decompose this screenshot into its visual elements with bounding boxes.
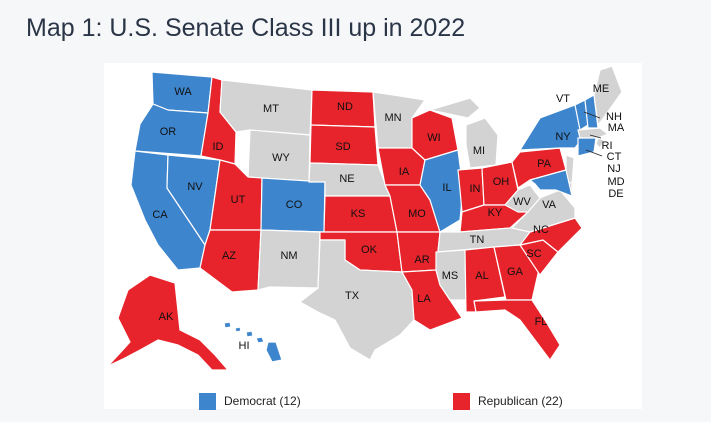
state-label-az: AZ (222, 250, 236, 262)
state-hi (223, 321, 283, 363)
legend-democrat: Democrat (12) (199, 392, 301, 410)
state-md (529, 169, 573, 197)
state-label-nd: ND (337, 101, 353, 113)
state-tx (299, 239, 415, 361)
state-label-ut: UT (231, 194, 246, 206)
state-label-nv: NV (187, 181, 203, 193)
state-label-ga: GA (507, 266, 524, 278)
state-label-mt: MT (263, 103, 279, 115)
state-label-nh: NH (606, 111, 622, 123)
state-label-hi: HI (239, 340, 250, 352)
state-label-ks: KS (351, 208, 366, 220)
state-label-mn: MN (384, 112, 401, 124)
state-label-md: MD (607, 176, 624, 188)
state-label-nc: NC (533, 224, 549, 236)
state-label-tn: TN (470, 234, 485, 246)
state-ct (577, 137, 597, 157)
state-ri (595, 137, 605, 149)
state-label-va: VA (542, 199, 557, 211)
state-label-wi: WI (427, 132, 440, 144)
state-label-co: CO (286, 199, 303, 211)
state-ny (519, 104, 586, 151)
state-label-pa: PA (537, 158, 552, 170)
state-label-wa: WA (174, 86, 192, 98)
state-label-vt: VT (556, 93, 570, 105)
state-wv (504, 184, 541, 213)
democrat-swatch (199, 392, 216, 410)
legend-republican: Republican (22) (453, 392, 563, 410)
page-title: Map 1: U.S. Senate Class III up in 2022 (26, 14, 466, 42)
state-label-ri: RI (602, 140, 613, 152)
state-fl (473, 299, 561, 361)
state-label-mo: MO (408, 208, 426, 220)
state-label-ma: MA (608, 122, 625, 134)
state-ma (577, 127, 609, 139)
state-label-or: OR (160, 126, 177, 138)
state-label-ny: NY (555, 131, 571, 143)
state-label-ky: KY (488, 207, 503, 219)
state-label-oh: OH (493, 176, 510, 188)
state-label-ar: AR (414, 254, 429, 266)
state-label-ak: AK (159, 311, 174, 323)
state-ak (107, 274, 229, 371)
state-label-nm: NM (280, 250, 297, 262)
state-label-de: DE (608, 188, 623, 200)
state-label-mi: MI (473, 145, 485, 157)
state-label-ms: MS (442, 270, 459, 282)
republican-swatch (453, 392, 470, 410)
state-label-me: ME (593, 83, 610, 95)
state-il (419, 149, 464, 233)
state-label-sc: SC (526, 248, 541, 260)
state-label-ia: IA (399, 166, 410, 178)
state-label-in: IN (470, 183, 481, 195)
state-nm (257, 229, 321, 291)
state-va (511, 189, 576, 233)
state-label-nj: NJ (607, 163, 620, 175)
state-label-ok: OK (361, 244, 378, 256)
state-label-al: AL (475, 270, 488, 282)
state-label-tx: TX (345, 290, 360, 302)
state-me (593, 65, 623, 126)
state-label-ca: CA (152, 209, 168, 221)
legend-republican-label: Republican (22) (478, 394, 563, 408)
state-label-sd: SD (335, 141, 350, 153)
state-label-ct: CT (607, 151, 622, 163)
state-label-la: LA (417, 293, 431, 305)
state-label-wv: WV (513, 196, 531, 208)
state-label-fl: FL (535, 316, 548, 328)
state-label-id: ID (213, 141, 224, 153)
state-label-il: IL (442, 182, 451, 194)
state-ar (396, 231, 441, 273)
state-label-wy: WY (272, 152, 290, 164)
state-label-ne: NE (339, 173, 354, 185)
legend-democrat-label: Democrat (12) (224, 394, 301, 408)
